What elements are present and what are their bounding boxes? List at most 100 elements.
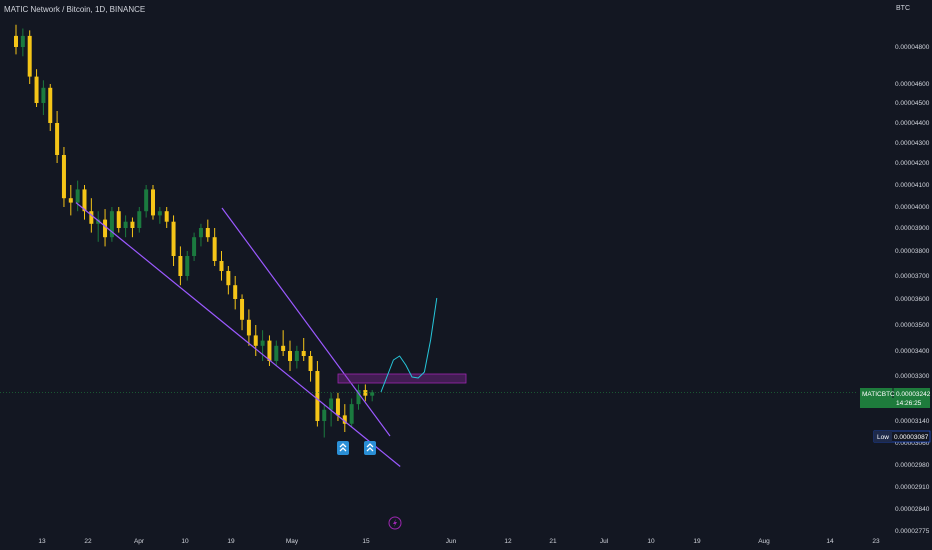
x-tick-label: 13 bbox=[38, 538, 46, 545]
candle-body bbox=[253, 335, 258, 346]
candle-body bbox=[192, 237, 197, 256]
candle-body bbox=[315, 371, 320, 421]
candle bbox=[198, 223, 203, 247]
candle bbox=[96, 211, 101, 242]
candle-body bbox=[329, 398, 334, 410]
candle-body bbox=[288, 351, 292, 361]
candle bbox=[48, 84, 53, 131]
candle bbox=[27, 30, 32, 84]
candle-body bbox=[34, 76, 39, 103]
candle bbox=[342, 404, 347, 432]
candle bbox=[171, 215, 176, 266]
candle bbox=[130, 217, 135, 238]
candle bbox=[75, 180, 80, 212]
candle-body bbox=[61, 155, 66, 199]
current-price-tag: MATICBTC 0.00003242 14:26:25 bbox=[860, 388, 931, 408]
candle-body bbox=[157, 211, 162, 216]
candle bbox=[322, 404, 327, 438]
candle bbox=[68, 185, 73, 216]
candle bbox=[178, 246, 183, 286]
x-tick-label: 14 bbox=[826, 538, 834, 545]
candle-body bbox=[178, 256, 183, 276]
candle bbox=[116, 207, 121, 233]
resistance-zone bbox=[337, 373, 467, 384]
candle bbox=[212, 228, 217, 266]
y-tick-label: 0.00003300 bbox=[895, 373, 930, 380]
candle-body bbox=[14, 35, 18, 47]
x-tick-label: 19 bbox=[693, 538, 701, 545]
candle-body bbox=[144, 189, 149, 212]
y-tick-label: 0.00004500 bbox=[895, 100, 930, 107]
candle-body bbox=[41, 87, 46, 103]
candle bbox=[41, 80, 46, 115]
candle-body bbox=[205, 228, 210, 238]
y-tick-label: 0.00004800 bbox=[895, 44, 930, 51]
candle-body bbox=[322, 409, 327, 421]
candle-body bbox=[260, 340, 265, 346]
forecast-path bbox=[380, 297, 438, 393]
candle-body bbox=[212, 237, 217, 261]
y-tick-label: 0.00003400 bbox=[895, 348, 930, 355]
candle bbox=[226, 266, 231, 295]
candle-body bbox=[82, 189, 87, 212]
candle bbox=[103, 209, 108, 247]
candle-body bbox=[123, 221, 128, 228]
candle-body bbox=[130, 221, 135, 228]
y-tick-label: 0.00003500 bbox=[895, 322, 930, 329]
upper-trendline bbox=[221, 207, 391, 437]
x-tick-label: 21 bbox=[549, 538, 557, 545]
candle-body bbox=[48, 87, 53, 123]
candle bbox=[157, 207, 162, 224]
candle-body bbox=[308, 356, 313, 371]
candle-body bbox=[185, 256, 190, 276]
candle bbox=[233, 276, 238, 310]
candle bbox=[246, 309, 251, 346]
candle bbox=[61, 147, 66, 207]
y-tick-label: 0.00004100 bbox=[895, 182, 930, 189]
candle bbox=[14, 24, 18, 55]
y-tick-label: 0.00002775 bbox=[895, 528, 930, 535]
candle-body bbox=[294, 351, 299, 361]
lightning-icon[interactable] bbox=[388, 516, 402, 530]
x-tick-label: 12 bbox=[504, 538, 512, 545]
y-tick-label: 0.00004300 bbox=[895, 140, 930, 147]
price-tag-value: 0.00003242 bbox=[896, 391, 931, 398]
y-tick-label: 0.00003600 bbox=[895, 296, 930, 303]
candle-body bbox=[240, 299, 245, 320]
candle-body bbox=[103, 219, 108, 238]
y-tick-label: 0.00002840 bbox=[895, 506, 930, 513]
candle bbox=[205, 219, 210, 242]
x-tick-label: Jul bbox=[600, 538, 609, 545]
x-tick-label: 23 bbox=[872, 538, 880, 545]
y-axis: 0.00004800 0.00004600 0.00004500 0.00004400… bbox=[895, 44, 930, 535]
double-arrow-up-icon[interactable] bbox=[364, 441, 376, 455]
candle-body bbox=[246, 319, 251, 336]
candle bbox=[301, 338, 306, 361]
candle bbox=[260, 330, 265, 361]
double-arrow-up-icon[interactable] bbox=[337, 441, 349, 455]
y-tick-label: 0.00004600 bbox=[895, 81, 930, 88]
candle-body bbox=[226, 271, 231, 286]
candle bbox=[288, 340, 292, 371]
currency-label: BTC bbox=[896, 5, 910, 12]
overlays-layer bbox=[0, 202, 858, 467]
x-tick-label: 22 bbox=[84, 538, 92, 545]
candle bbox=[151, 185, 155, 220]
x-tick-label: 15 bbox=[362, 538, 370, 545]
y-tick-label: 0.00003800 bbox=[895, 248, 930, 255]
y-tick-label: 0.00003060 bbox=[895, 440, 930, 447]
candle bbox=[34, 69, 39, 107]
y-tick-label: 0.00004000 bbox=[895, 204, 930, 211]
candle-body bbox=[335, 398, 340, 416]
x-tick-label: Aug bbox=[758, 538, 770, 545]
candle-body bbox=[116, 211, 121, 228]
candle bbox=[20, 28, 25, 57]
candle bbox=[82, 185, 87, 220]
candle-body bbox=[363, 390, 368, 396]
candle bbox=[308, 351, 313, 382]
candle-body bbox=[356, 390, 361, 405]
candle bbox=[137, 207, 142, 233]
candle-body bbox=[137, 211, 142, 228]
lower-trendline bbox=[75, 202, 401, 467]
